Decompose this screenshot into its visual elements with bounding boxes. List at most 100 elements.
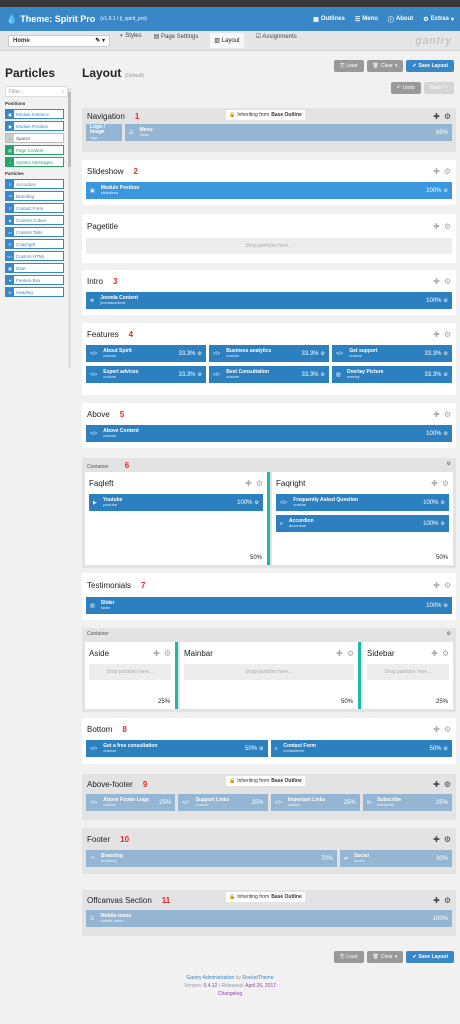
- add-icon[interactable]: ✚: [433, 166, 440, 176]
- tab-page-settings[interactable]: ▤ Page Settings: [153, 34, 199, 40]
- gear-icon[interactable]: ⚙: [440, 520, 445, 527]
- gear-icon[interactable]: ⚙: [320, 371, 325, 378]
- tab-layout[interactable]: ▥ Layout: [210, 33, 244, 48]
- gear-icon[interactable]: ⚙: [443, 221, 451, 231]
- add-icon[interactable]: ✚: [153, 648, 160, 658]
- gear-icon[interactable]: ⚙: [443, 371, 448, 378]
- gear-icon[interactable]: ⚙: [443, 580, 451, 590]
- gear-icon[interactable]: ⚙: [197, 371, 202, 378]
- drop-zone[interactable]: Drop particles here...: [89, 664, 171, 680]
- load-button[interactable]: ⎘ Load: [334, 951, 364, 963]
- add-icon[interactable]: ✚: [433, 580, 440, 590]
- particle-block-overlay-picture[interactable]: ▨ Overlay Picture overlay 33.3% ⚙: [332, 366, 452, 383]
- column-resize-handle[interactable]: [175, 642, 178, 709]
- particle-block-logo[interactable]: Logo / Image logo: [86, 124, 122, 141]
- gear-icon[interactable]: ⚙: [443, 745, 448, 752]
- particle-block-free-consultation[interactable]: </> Get a free consultation custom 50% ⚙: [86, 740, 268, 757]
- particle-block-above-footer-logo[interactable]: </> Above Footer Logo custom 25%: [86, 794, 176, 811]
- nav-extras[interactable]: ⚙ Extras ▾: [423, 16, 454, 23]
- particle-block-branding[interactable]: ™ Branding branding 70%: [86, 850, 337, 867]
- add-icon[interactable]: ✚: [433, 221, 440, 231]
- particle-heading[interactable]: H Heading: [5, 287, 64, 297]
- gear-icon[interactable]: ⚙: [441, 648, 449, 658]
- add-icon[interactable]: ✚: [433, 111, 440, 121]
- add-icon[interactable]: ✚: [433, 834, 440, 844]
- particle-block-business-analytics[interactable]: </> Business analytics custom 33.3% ⚙: [209, 345, 329, 362]
- gear-icon[interactable]: ⚙: [443, 834, 451, 844]
- particle-branding[interactable]: ™ Branding: [5, 191, 64, 201]
- gear-icon[interactable]: ⚙: [441, 478, 449, 488]
- particle-feature-box[interactable]: ✦ Feature Box: [5, 275, 64, 285]
- gear-icon[interactable]: ⚙: [443, 409, 451, 419]
- particle-block-about-spirit[interactable]: </> About Spirit custom 33.3% ⚙: [86, 345, 206, 362]
- undo-button[interactable]: ↶ Undo: [390, 82, 421, 94]
- gear-icon[interactable]: ⚙: [446, 631, 451, 637]
- gear-icon[interactable]: ⚙: [163, 648, 171, 658]
- changelog-link[interactable]: Changelog: [217, 991, 243, 997]
- gear-icon[interactable]: ⚙: [443, 779, 451, 789]
- filter-input[interactable]: Filter... ⌕: [5, 86, 68, 97]
- particle-block-get-support[interactable]: </> Get support custom 33.3% ⚙: [332, 345, 452, 362]
- tab-styles[interactable]: ◐ Styles: [120, 33, 142, 39]
- particle-custom-html[interactable]: </> Custom HTML: [5, 251, 64, 261]
- particle-block-subscribe[interactable]: ✉ Subscribe subscribe 25%: [362, 794, 452, 811]
- drop-zone[interactable]: Drop particles here...: [184, 664, 354, 680]
- gear-icon[interactable]: ⚙: [259, 745, 264, 752]
- sidebar-scrollbar[interactable]: [68, 88, 71, 368]
- particle-block-social[interactable]: ⇄ Social social 30%: [339, 850, 452, 867]
- gear-icon[interactable]: ⚙: [443, 602, 448, 609]
- save-layout-button[interactable]: ✔ Save Layout: [406, 60, 454, 72]
- add-icon[interactable]: ✚: [431, 648, 438, 658]
- gear-icon[interactable]: ⚙: [446, 461, 451, 467]
- gear-icon[interactable]: ⚙: [320, 350, 325, 357]
- nav-menu[interactable]: ☰ Menu: [354, 16, 378, 23]
- gear-icon[interactable]: ⚙: [255, 478, 263, 488]
- particle-block-slider[interactable]: ▨ Slider slider 100% ⚙: [86, 597, 452, 614]
- particle-block-mobile-menu[interactable]: ☰ Mobile-menu mobile-menu 100%: [86, 910, 452, 927]
- gear-icon[interactable]: ⚙: [346, 648, 354, 658]
- clear-button[interactable]: 🗑 Clear ▾: [366, 951, 404, 963]
- gear-icon[interactable]: ⚙: [443, 276, 451, 286]
- particle-block-important-links[interactable]: </> Important Links custom 25%: [270, 794, 360, 811]
- load-button[interactable]: ⎘ Load: [334, 60, 364, 72]
- nav-about[interactable]: ⓘ About: [387, 16, 414, 24]
- particle-block-support-links[interactable]: </> Support Links custom 25%: [178, 794, 268, 811]
- add-icon[interactable]: ✚: [431, 478, 438, 488]
- gear-icon[interactable]: ⚙: [443, 166, 451, 176]
- particle-contact-form[interactable]: ≡ Contact Form: [5, 203, 64, 213]
- gear-icon[interactable]: ⚙: [443, 724, 451, 734]
- add-icon[interactable]: ✚: [245, 478, 252, 488]
- gear-icon[interactable]: ⚙: [443, 111, 451, 121]
- gear-icon[interactable]: ⚙: [254, 499, 259, 506]
- add-icon[interactable]: ✚: [433, 409, 440, 419]
- gear-icon[interactable]: ⚙: [443, 895, 451, 905]
- drop-zone[interactable]: Drop particles here...: [367, 664, 449, 680]
- add-icon[interactable]: ✚: [336, 648, 343, 658]
- column-resize-handle[interactable]: [358, 642, 361, 709]
- tab-assignments[interactable]: ☑ Assignments: [255, 34, 297, 40]
- particle-module-instance[interactable]: ▣ Module Instance: [5, 109, 64, 119]
- add-icon[interactable]: ✚: [433, 724, 440, 734]
- redo-button[interactable]: Redo ↷: [423, 82, 454, 94]
- gear-icon[interactable]: ⚙: [443, 329, 451, 339]
- add-icon[interactable]: ✚: [433, 329, 440, 339]
- gear-icon[interactable]: ⚙: [197, 350, 202, 357]
- particle-block-module-position[interactable]: ▣ Module Position slideshow 100% ⚙: [86, 182, 452, 199]
- particle-spacer[interactable]: ↔ Spacer: [5, 133, 64, 143]
- particle-block-accordion[interactable]: ≡ Accordion accordion 100% ⚙: [276, 515, 449, 532]
- particle-block-above-content[interactable]: </> Above Content custom 100% ⚙: [86, 425, 452, 442]
- column-resize-handle[interactable]: [267, 472, 270, 565]
- particle-date[interactable]: ▦ Date: [5, 263, 64, 273]
- nav-outlines[interactable]: ▦ Outlines: [313, 16, 345, 23]
- gear-icon[interactable]: ⚙: [443, 430, 448, 437]
- drop-zone[interactable]: Drop particles here...: [86, 238, 452, 254]
- edit-icon[interactable]: ✎ ▾: [95, 38, 105, 44]
- particle-module-position[interactable]: ▣ Module Position: [5, 121, 64, 131]
- particle-content-tabs[interactable]: ▭ Content Tabs: [5, 227, 64, 237]
- add-icon[interactable]: ✚: [433, 276, 440, 286]
- particle-block-expert-advices[interactable]: </> Expert advices custom 33.3% ⚙: [86, 366, 206, 383]
- particle-block-menu[interactable]: ☰ Menu menu 85%: [125, 124, 452, 141]
- gear-icon[interactable]: ⚙: [443, 187, 448, 194]
- add-icon[interactable]: ✚: [433, 895, 440, 905]
- add-icon[interactable]: ✚: [433, 779, 440, 789]
